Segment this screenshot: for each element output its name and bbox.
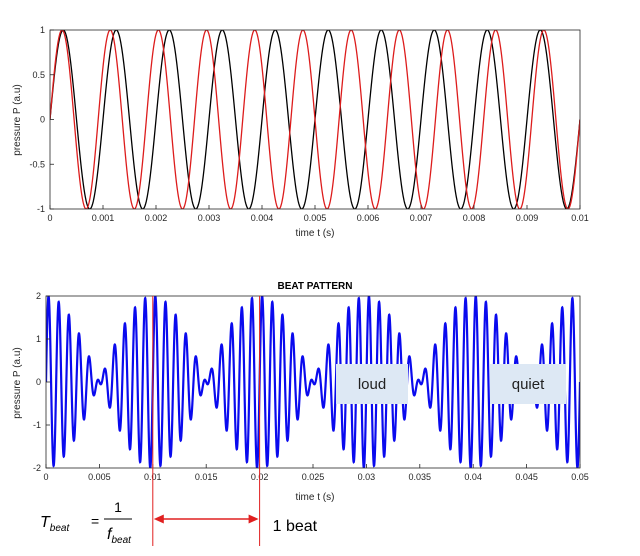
beat-label: 1 beat [273,518,318,535]
svg-text:Tbeat: Tbeat [40,514,70,534]
top-x-ticks: 0 0.001 0.002 0.003 0.004 0.005 0.006 0.007 0.00… [47,205,589,223]
formula-denominator-sub: beat [111,535,132,546]
top-y-tick-label: -0.5 [29,159,45,169]
bottom-y-tick-label: 1 [36,334,41,344]
top-y-ticks: 1 0.5 0 -0.5 -1 [29,25,54,214]
top-x-tick-label: 0.007 [410,213,433,223]
top-x-tick-label: 0.006 [357,213,380,223]
top-y-axis-label: pressure P (a.u) [12,84,23,156]
top-chart: 0 0.001 0.002 0.003 0.004 0.005 0.006 0.007 0.00… [12,25,589,239]
top-x-axis-label: time t (s) [296,228,335,239]
top-x-tick-label: 0.008 [463,213,486,223]
series-line-red [50,30,580,209]
formula-equals: = [91,513,99,529]
bottom-x-tick-label: 0.045 [515,472,538,482]
bottom-y-tick-label: -2 [33,463,41,473]
bottom-y-tick-label: -1 [33,420,41,430]
bottom-x-tick-label: 0.035 [409,472,432,482]
bottom-x-tick-label: 0.04 [464,472,482,482]
beat-period-formula: Tbeat = 1 fbeat [40,499,132,546]
top-x-tick-label: 0 [47,213,52,223]
top-x-tick-label: 0.001 [92,213,115,223]
top-y-tick-label: 1 [40,25,45,35]
annotation-quiet-text: quiet [512,376,545,393]
top-x-tick-label: 0.003 [198,213,221,223]
svg-text:fbeat: fbeat [107,526,132,546]
formula-numerator: 1 [114,499,122,515]
beat-marker: 1 beat [152,296,318,546]
top-x-tick-label: 0.005 [304,213,327,223]
top-x-tick-label: 0.009 [516,213,539,223]
bottom-x-tick-label: 0.05 [571,472,589,482]
top-y-tick-label: 0.5 [32,70,45,80]
top-x-tick-label: 0.004 [251,213,274,223]
bottom-y-tick-label: 0 [36,377,41,387]
beat-arrowhead-left [153,514,164,524]
bottom-x-tick-label: 0.005 [88,472,111,482]
top-y-tick-label: 0 [40,115,45,125]
beat-series-line [46,296,580,468]
annotation-quiet: quiet [490,364,566,404]
formula-lhs-sub: beat [50,523,71,534]
bottom-chart-title: BEAT PATTERN [278,281,353,292]
beat-arrowhead-right [248,514,259,524]
bottom-y-tick-label: 2 [36,291,41,301]
bottom-x-axis-label: time t (s) [296,492,335,503]
bottom-x-tick-label: 0.015 [195,472,218,482]
bottom-y-ticks: 2 1 0 -1 -2 [33,291,50,473]
bottom-chart: BEAT PATTERN 0 0.005 0.01 0.015 0.02 0.025 0.0… [12,281,589,546]
annotation-loud: loud [336,364,408,404]
top-x-tick-label: 0.01 [571,213,589,223]
formula-denominator: f [107,526,113,543]
bottom-x-ticks: 0 0.005 0.01 0.015 0.02 0.025 0.03 0.035 0.04 0.0… [43,464,589,482]
bottom-x-tick-label: 0 [43,472,48,482]
top-x-tick-label: 0.002 [145,213,168,223]
bottom-y-axis-label: pressure P (a.u) [12,347,23,419]
formula-lhs: T [40,514,51,531]
annotation-loud-text: loud [358,376,386,393]
top-y-tick-label: -1 [37,204,45,214]
bottom-x-tick-label: 0.03 [358,472,376,482]
bottom-x-tick-label: 0.025 [302,472,325,482]
